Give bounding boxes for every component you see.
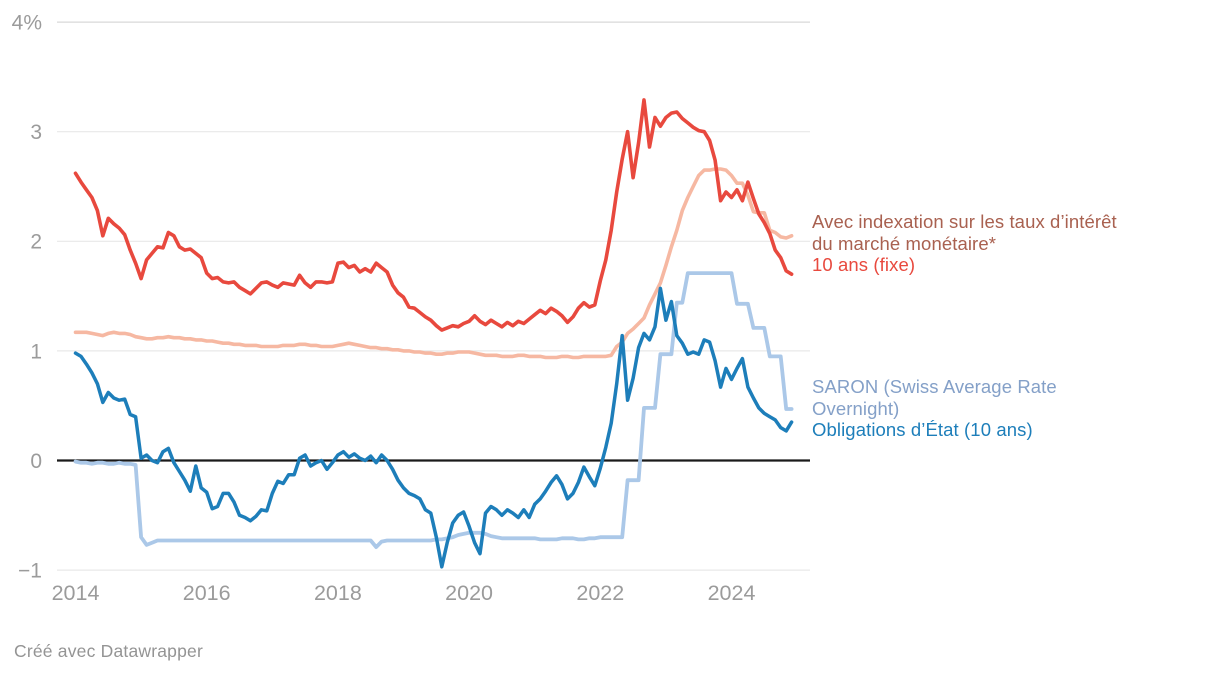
y-axis-label--1: −1 bbox=[18, 559, 42, 582]
y-axis-label-3: 3 bbox=[30, 121, 42, 144]
x-axis-label-2018: 2018 bbox=[314, 581, 362, 605]
annotation-block-mortgage-rates: Avec indexation sur les taux d’intérêt d… bbox=[812, 211, 1117, 276]
label-obligations-etat: Obligations d’État (10 ans) bbox=[812, 419, 1033, 440]
series-line-obligations bbox=[73, 286, 794, 569]
x-axis-label-2016: 2016 bbox=[183, 581, 231, 605]
series-line-saron bbox=[73, 271, 794, 549]
y-axis-label-1: 1 bbox=[30, 340, 42, 363]
series-line-indexation bbox=[73, 167, 794, 360]
series-line-fixe bbox=[73, 98, 794, 332]
x-axis-label-2014: 2014 bbox=[52, 581, 100, 605]
label-saron-line1: SARON (Swiss Average Rate bbox=[812, 376, 1057, 397]
datawrapper-credit: Créé avec Datawrapper bbox=[14, 641, 204, 661]
x-axis-label-2022: 2022 bbox=[576, 581, 624, 605]
y-axis-label-2: 2 bbox=[30, 231, 42, 254]
label-saron-line2: Overnight) bbox=[812, 397, 900, 419]
x-axis-label-2020: 2020 bbox=[445, 581, 493, 605]
label-fixe-10-ans: 10 ans (fixe) bbox=[812, 254, 916, 275]
label-indexation-line1: Avec indexation sur les taux d’intérêt bbox=[812, 211, 1117, 232]
y-axis-label-0: 0 bbox=[30, 450, 42, 473]
label-indexation-line2: du marché monétaire* bbox=[812, 232, 997, 254]
annotation-block-market-rates: SARON (Swiss Average Rate Overnight) Obl… bbox=[812, 376, 1057, 441]
x-axis-label-2024: 2024 bbox=[708, 581, 756, 605]
y-axis-label-4: 4% bbox=[12, 11, 42, 34]
